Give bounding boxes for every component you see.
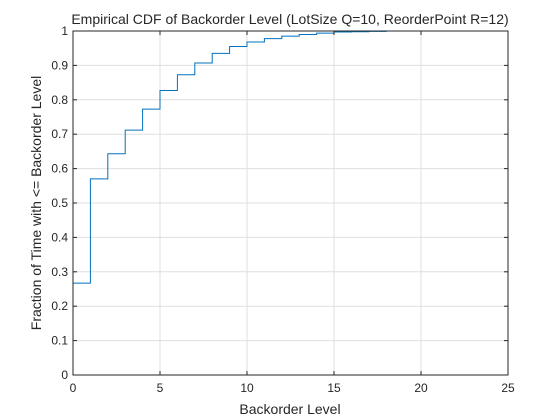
x-tick-label: 25	[501, 381, 515, 395]
grid-lines	[72, 30, 509, 376]
y-tick-label: 0.5	[51, 196, 68, 210]
y-tick-label: 0.7	[51, 127, 68, 141]
y-tick-label: 0.1	[51, 334, 68, 348]
y-tick-label: 0.2	[51, 299, 68, 313]
x-tick-label: 0	[70, 381, 77, 395]
y-tick-label: 0.3	[51, 265, 68, 279]
chart-title: Empirical CDF of Backorder Level (LotSiz…	[71, 11, 508, 27]
y-tick-label: 0.4	[51, 230, 68, 244]
y-tick-label: 0.8	[51, 93, 68, 107]
y-tick-label: 0	[61, 368, 68, 382]
y-axis-label: Fraction of Time with <= Backorder Level	[28, 76, 44, 330]
x-tick-labels: 0 5 10 15 20 25	[70, 381, 515, 395]
tick-marks	[72, 30, 509, 376]
x-axis-label: Backorder Level	[239, 401, 340, 417]
x-tick-label: 20	[414, 381, 428, 395]
y-tick-labels: 0 0.1 0.2 0.3 0.4 0.5 0.6 0.7 0.8 0.9 1	[51, 24, 68, 382]
x-tick-label: 10	[240, 381, 254, 395]
y-tick-label: 1	[61, 24, 68, 38]
y-tick-label: 0.9	[51, 58, 68, 72]
x-tick-label: 5	[157, 381, 164, 395]
x-tick-label: 15	[327, 381, 341, 395]
y-tick-label: 0.6	[51, 162, 68, 176]
